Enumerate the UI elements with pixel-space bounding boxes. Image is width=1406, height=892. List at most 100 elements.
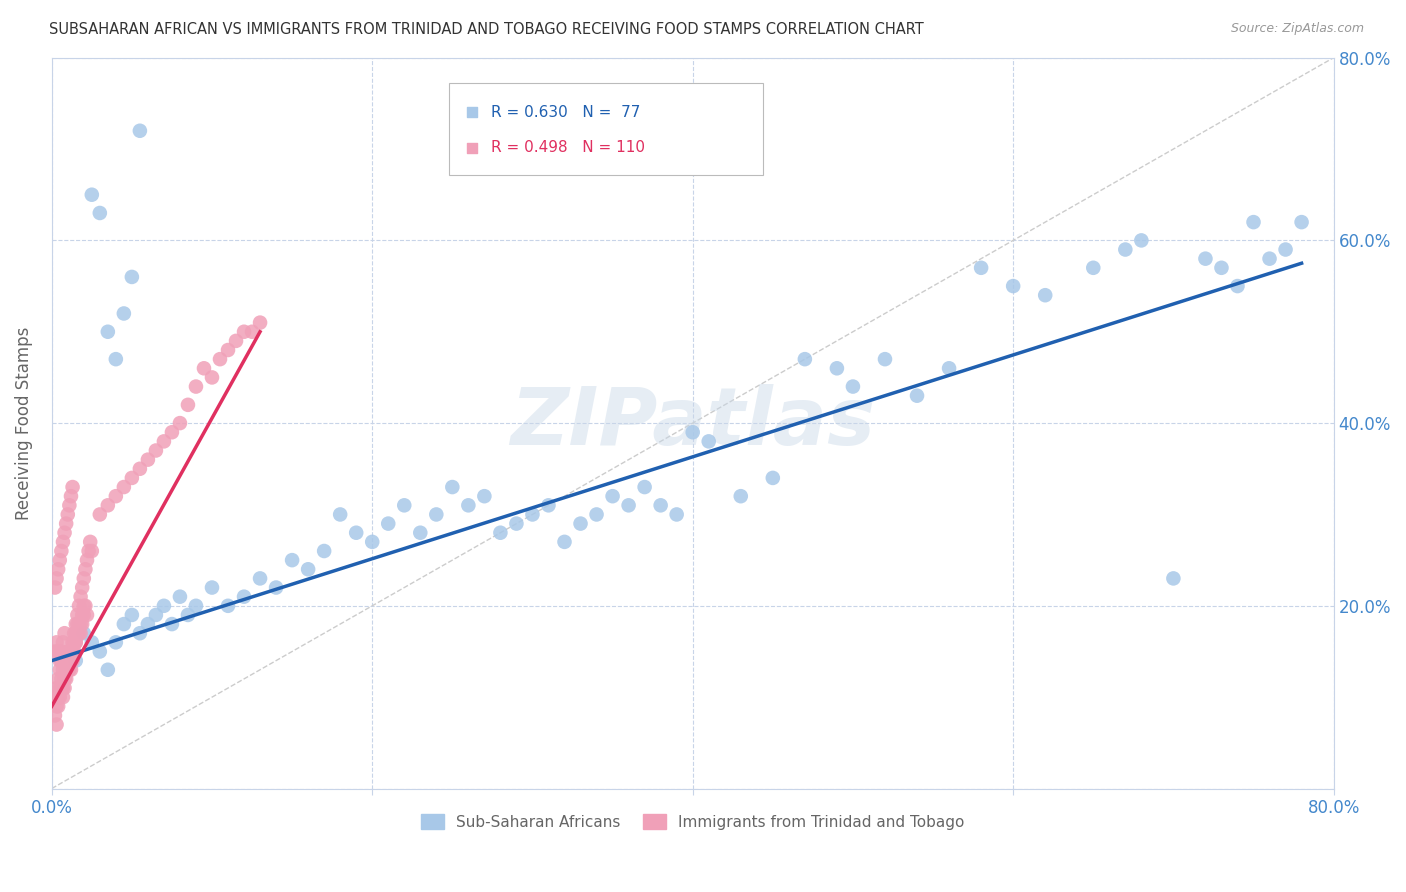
Point [65, 635, 87, 649]
Point [233, 590, 256, 604]
Point [240, 325, 263, 339]
Point [62, 644, 84, 658]
Point [89, 206, 111, 220]
Point [77, 544, 100, 558]
Point [46, 690, 69, 705]
Point [89, 644, 111, 658]
Point [79, 534, 101, 549]
Point [264, 581, 287, 595]
Point [97, 663, 120, 677]
Point [63, 626, 86, 640]
Point [169, 416, 191, 430]
Point [58, 654, 80, 668]
Point [53, 681, 76, 695]
Point [905, 389, 928, 403]
Point [297, 562, 319, 576]
Point [793, 352, 815, 367]
Point [344, 525, 367, 540]
Point [65, 626, 87, 640]
Point [53, 626, 76, 640]
Point [52, 681, 75, 695]
Point [45, 717, 67, 731]
Point [80, 544, 103, 558]
Point [1114, 243, 1136, 257]
Point [970, 260, 993, 275]
Point [75, 599, 97, 613]
Point [128, 626, 150, 640]
Point [1211, 260, 1233, 275]
Point [46, 644, 69, 658]
Point [217, 599, 239, 613]
Point [69, 626, 91, 640]
Point [873, 352, 896, 367]
Legend: Sub-Saharan Africans, Immigrants from Trinidad and Tobago: Sub-Saharan Africans, Immigrants from Tr… [415, 807, 970, 836]
Point [65, 617, 87, 632]
Point [75, 562, 97, 576]
Point [56, 644, 79, 658]
Point [1194, 252, 1216, 266]
Point [112, 306, 135, 320]
Point [55, 654, 77, 668]
Point [650, 499, 672, 513]
Point [45, 635, 67, 649]
Point [208, 352, 231, 367]
Point [617, 499, 640, 513]
Point [128, 462, 150, 476]
Point [249, 316, 271, 330]
Point [842, 379, 865, 393]
Point [62, 635, 84, 649]
Point [97, 499, 120, 513]
Point [44, 708, 66, 723]
Text: ZIPatlas: ZIPatlas [510, 384, 875, 462]
Point [44, 644, 66, 658]
Point [49, 654, 72, 668]
Point [59, 489, 82, 503]
Point [762, 471, 785, 485]
Point [177, 607, 200, 622]
Point [225, 334, 247, 348]
Point [128, 124, 150, 138]
Point [160, 425, 183, 440]
Point [45, 571, 67, 585]
Point [153, 599, 176, 613]
Point [67, 617, 90, 632]
Point [70, 617, 93, 632]
Point [145, 607, 167, 622]
Point [1291, 215, 1313, 229]
Point [193, 361, 215, 376]
Point [104, 352, 127, 367]
Point [44, 581, 66, 595]
Point [1002, 279, 1025, 293]
Point [1130, 233, 1153, 247]
Point [938, 361, 960, 376]
Point [160, 617, 183, 632]
Point [394, 499, 416, 513]
Point [76, 607, 98, 622]
Point [1274, 243, 1296, 257]
Point [73, 607, 96, 622]
Point [56, 663, 79, 677]
Point [70, 581, 93, 595]
Point [1033, 288, 1056, 302]
Point [59, 654, 82, 668]
Point [51, 654, 73, 668]
Point [58, 499, 80, 513]
Point [45, 681, 67, 695]
Point [76, 553, 98, 567]
Point [56, 508, 79, 522]
Point [58, 644, 80, 658]
Point [65, 654, 87, 668]
Point [489, 525, 512, 540]
Point [633, 480, 655, 494]
Point [51, 672, 73, 686]
Point [201, 370, 224, 384]
Point [55, 654, 77, 668]
Point [104, 635, 127, 649]
Point [217, 343, 239, 357]
Point [441, 480, 464, 494]
Point [184, 599, 207, 613]
Point [602, 489, 624, 503]
Point [522, 508, 544, 522]
Point [97, 325, 120, 339]
Point [121, 471, 143, 485]
